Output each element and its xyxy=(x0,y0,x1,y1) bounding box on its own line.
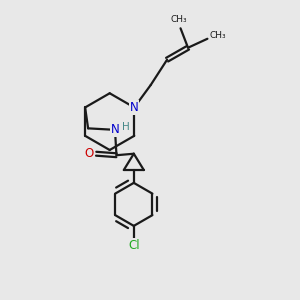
Text: N: N xyxy=(130,101,139,114)
Text: O: O xyxy=(84,147,93,160)
Text: CH₃: CH₃ xyxy=(171,16,188,25)
Text: Cl: Cl xyxy=(128,239,140,252)
Text: CH₃: CH₃ xyxy=(210,31,226,40)
Text: N: N xyxy=(111,123,119,136)
Text: H: H xyxy=(122,122,130,133)
